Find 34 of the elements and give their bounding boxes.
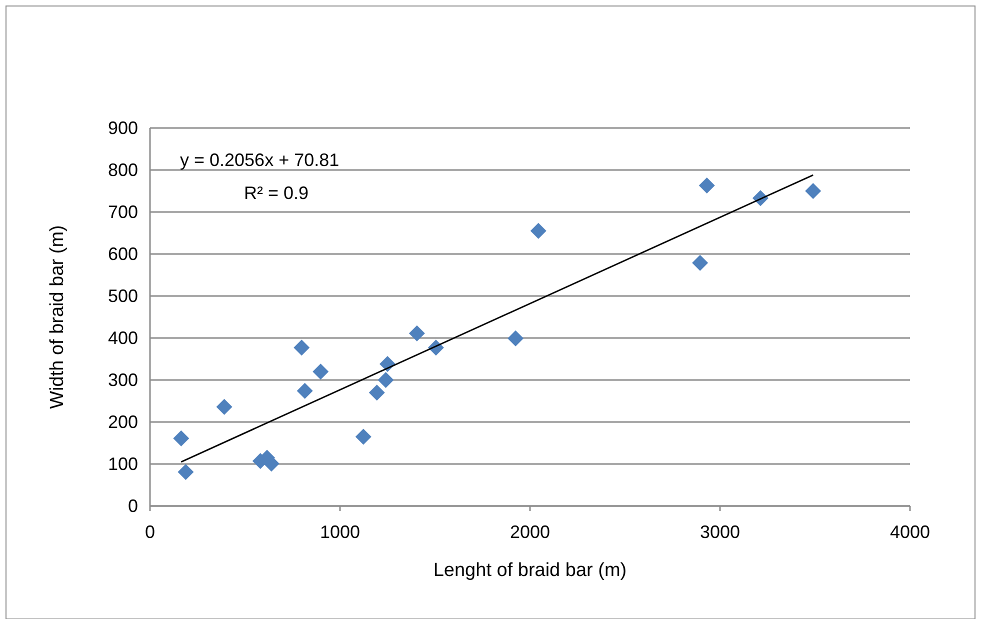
point	[173, 430, 190, 446]
point	[368, 384, 385, 401]
point	[692, 254, 708, 271]
y-axis-title: Width of braid bar (m)	[47, 225, 68, 409]
x-tick-label: 0	[144, 522, 156, 542]
point	[508, 330, 524, 346]
y-tick-label: 900	[108, 118, 138, 138]
point	[408, 325, 425, 342]
point	[355, 428, 372, 445]
y-tick-label: 700	[108, 202, 138, 222]
x-tick-label: 2000	[510, 522, 550, 542]
y-tick-label: 200	[108, 412, 138, 432]
point	[530, 222, 546, 239]
y-tick-label: 500	[108, 286, 138, 306]
point	[805, 183, 822, 199]
y-tick-label: 0	[128, 496, 138, 516]
x-axis-title: Lenght of braid bar (m)	[433, 560, 627, 581]
y-tick-label: 400	[108, 328, 138, 348]
y-tick-label: 600	[108, 244, 138, 264]
point	[294, 340, 310, 356]
point	[296, 382, 313, 399]
annotation: R² = 0.9	[244, 183, 309, 203]
x-tick-label: 1000	[320, 522, 360, 542]
point	[378, 372, 394, 388]
x-tick-label: 3000	[700, 522, 740, 542]
annotation: y = 0.2056x + 70.81	[180, 150, 340, 170]
point	[216, 398, 232, 415]
point	[698, 178, 715, 194]
y-tick-label: 100	[108, 454, 138, 474]
y-tick-label: 800	[108, 160, 138, 180]
x-tick-label: 4000	[890, 522, 930, 542]
point	[312, 364, 329, 380]
y-tick-label: 300	[108, 370, 138, 390]
point	[178, 464, 194, 480]
